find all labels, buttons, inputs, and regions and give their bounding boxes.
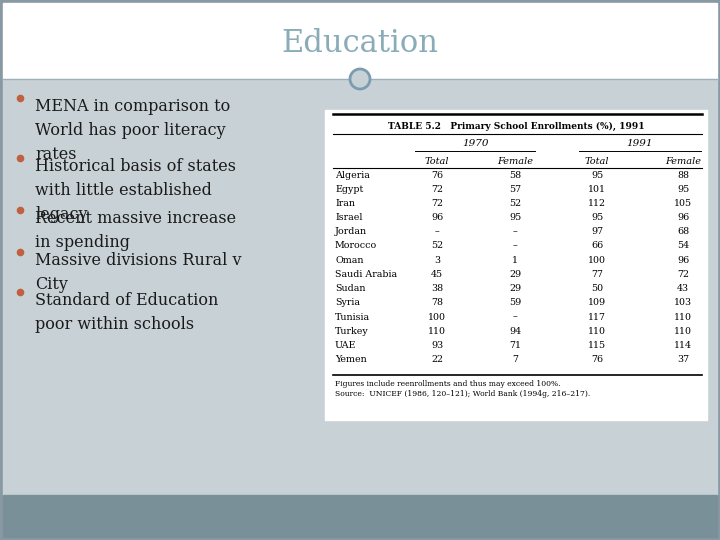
Text: Standard of Education
poor within schools: Standard of Education poor within school… [35, 292, 218, 333]
Text: 29: 29 [509, 270, 521, 279]
Text: –: – [513, 313, 518, 321]
Text: 112: 112 [588, 199, 606, 208]
Text: 1970: 1970 [463, 139, 490, 148]
Text: 95: 95 [509, 213, 521, 222]
Text: 88: 88 [677, 171, 689, 179]
Text: 78: 78 [431, 298, 443, 307]
Text: Morocco: Morocco [335, 241, 377, 251]
Text: 22: 22 [431, 355, 443, 364]
Bar [3, 3, 717, 80]
Text: MENA in comparison to
World has poor literacy
rates: MENA in comparison to World has poor lit… [35, 98, 230, 163]
Text: 110: 110 [588, 327, 606, 336]
Text: 72: 72 [431, 185, 443, 194]
Text: 95: 95 [591, 213, 603, 222]
Text: 38: 38 [431, 284, 443, 293]
Text: –: – [513, 227, 518, 237]
Text: 96: 96 [677, 256, 689, 265]
Text: 105: 105 [674, 199, 692, 208]
Text: Massive divisions Rural v
City: Massive divisions Rural v City [35, 252, 241, 293]
Text: 114: 114 [674, 341, 692, 350]
Text: –: – [513, 241, 518, 251]
Text: 110: 110 [674, 327, 692, 336]
Text: 76: 76 [431, 171, 443, 179]
Text: 29: 29 [509, 284, 521, 293]
Text: 110: 110 [674, 313, 692, 321]
Text: Jordan: Jordan [335, 227, 367, 237]
Text: 110: 110 [428, 327, 446, 336]
Text: 57: 57 [509, 185, 521, 194]
Text: Total: Total [585, 157, 609, 165]
Text: 103: 103 [674, 298, 692, 307]
Text: Yemen: Yemen [335, 355, 366, 364]
Text: 43: 43 [677, 284, 689, 293]
Text: 93: 93 [431, 341, 443, 350]
Text: Oman: Oman [335, 256, 364, 265]
Text: 54: 54 [677, 241, 689, 251]
Text: 1991: 1991 [626, 139, 653, 148]
Text: –: – [435, 227, 439, 237]
Text: UAE: UAE [335, 341, 356, 350]
Text: 37: 37 [677, 355, 689, 364]
Text: Recent massive increase
in spending: Recent massive increase in spending [35, 210, 236, 251]
Text: Figures include reenrollments and thus may exceed 100%.: Figures include reenrollments and thus m… [335, 380, 560, 388]
Text: Algeria: Algeria [335, 171, 370, 179]
Text: 52: 52 [431, 241, 443, 251]
Text: 58: 58 [509, 171, 521, 179]
Text: 115: 115 [588, 341, 606, 350]
Text: 100: 100 [588, 256, 606, 265]
Text: Total: Total [425, 157, 449, 165]
Text: 52: 52 [509, 199, 521, 208]
Text: 109: 109 [588, 298, 606, 307]
Text: 101: 101 [588, 185, 606, 194]
Bar [3, 80, 717, 495]
Text: 7: 7 [512, 355, 518, 364]
Text: 95: 95 [591, 171, 603, 179]
Text: Tunisia: Tunisia [335, 313, 370, 321]
Text: 50: 50 [591, 284, 603, 293]
Text: 1: 1 [512, 256, 518, 265]
Text: Saudi Arabia: Saudi Arabia [335, 270, 397, 279]
Text: 72: 72 [677, 270, 689, 279]
Text: TABLE 5.2   Primary School Enrollments (%), 1991: TABLE 5.2 Primary School Enrollments (%)… [387, 122, 644, 131]
Text: 117: 117 [588, 313, 606, 321]
Text: Iran: Iran [335, 199, 355, 208]
Text: Source:  UNICEF (1986, 120–121); World Bank (1994g, 216–217).: Source: UNICEF (1986, 120–121); World Ba… [335, 390, 590, 398]
Text: 3: 3 [434, 256, 440, 265]
Text: 100: 100 [428, 313, 446, 321]
Text: 45: 45 [431, 270, 443, 279]
Bar [3, 495, 717, 537]
Text: 68: 68 [677, 227, 689, 237]
Text: 77: 77 [591, 270, 603, 279]
Text: 97: 97 [591, 227, 603, 237]
Bar [325, 110, 707, 420]
Text: Female: Female [497, 157, 533, 165]
Text: 96: 96 [677, 213, 689, 222]
Circle shape [351, 70, 369, 88]
Text: Turkey: Turkey [335, 327, 369, 336]
Text: Female: Female [665, 157, 701, 165]
Text: Education: Education [282, 28, 438, 58]
Text: 66: 66 [591, 241, 603, 251]
Text: 76: 76 [591, 355, 603, 364]
Text: 71: 71 [509, 341, 521, 350]
Text: Historical basis of states
with little established
legacy: Historical basis of states with little e… [35, 158, 236, 224]
Text: 59: 59 [509, 298, 521, 307]
Text: 96: 96 [431, 213, 443, 222]
Text: 94: 94 [509, 327, 521, 336]
Text: 95: 95 [677, 185, 689, 194]
Text: Israel: Israel [335, 213, 362, 222]
Text: Sudan: Sudan [335, 284, 366, 293]
Text: Egypt: Egypt [335, 185, 364, 194]
Text: Syria: Syria [335, 298, 360, 307]
Text: 72: 72 [431, 199, 443, 208]
